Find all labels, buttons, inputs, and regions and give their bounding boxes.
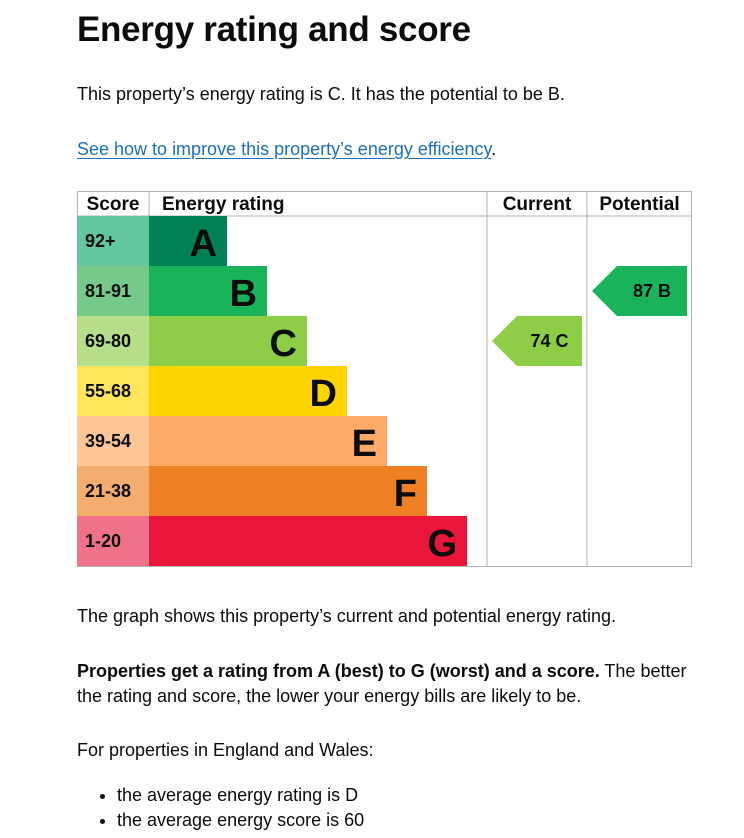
- score-range-label: 81-91: [85, 281, 131, 301]
- band-g: 1-20 G: [77, 516, 467, 566]
- ratings-explanation: Properties get a rating from A (best) to…: [77, 659, 686, 709]
- score-range-label: 69-80: [85, 331, 131, 351]
- rating-bar: [149, 416, 387, 466]
- score-range-label: 55-68: [85, 381, 131, 401]
- average-score-item: the average energy score is 60: [117, 808, 364, 833]
- score-cell: [77, 466, 149, 516]
- band-d: 55-68 D: [77, 366, 347, 416]
- score-range-label: 21-38: [85, 481, 131, 501]
- rating-letter: C: [270, 323, 297, 365]
- rating-letter: B: [230, 273, 257, 315]
- chart-arrows: 74 C 87 B: [492, 266, 687, 366]
- rating-bar: [149, 516, 467, 566]
- potential-rating-arrow-shape: [592, 266, 687, 316]
- rating-bar: [149, 266, 267, 316]
- band-a: 92+ A: [77, 216, 227, 266]
- header-score: Score: [87, 194, 140, 215]
- current-rating-arrow-label: 74 C: [530, 331, 568, 351]
- score-range-label: 1-20: [85, 531, 121, 551]
- chart-bands: 92+ A 81-91 B 69-80 C 55-68 D 39-54 E 21-38 F 1-20 G: [77, 216, 467, 566]
- header-potential: Potential: [599, 194, 679, 215]
- rating-bar: [149, 216, 227, 266]
- band-e: 39-54 E: [77, 416, 387, 466]
- rating-letter: E: [352, 423, 377, 465]
- rating-letter: A: [190, 223, 217, 265]
- band-b: 81-91 B: [77, 266, 267, 316]
- ratings-rest: The better: [599, 661, 687, 681]
- score-cell: [77, 216, 149, 266]
- graph-caption: The graph shows this property’s current …: [77, 606, 616, 626]
- ratings-line2: the rating and score, the lower your ene…: [77, 686, 582, 706]
- potential-rating-arrow-label: 87 B: [633, 281, 671, 301]
- rating-letter: D: [310, 373, 337, 415]
- score-cell: [77, 366, 149, 416]
- rating-bar: [149, 366, 347, 416]
- intro-text: This property’s energy rating is C. It h…: [77, 84, 565, 104]
- score-cell: [77, 516, 149, 566]
- score-range-label: 92+: [85, 231, 116, 251]
- improve-paragraph: See how to improve this property’s energ…: [77, 137, 496, 162]
- header-energy-rating: Energy rating: [162, 194, 284, 215]
- page-title: Energy rating and score: [77, 10, 471, 49]
- current-rating-arrow: 74 C: [492, 316, 582, 366]
- energy-rating-chart: Score Energy rating Current Potential 92+ A8…: [77, 191, 692, 567]
- potential-rating-arrow: 87 B: [592, 266, 687, 316]
- score-range-label: 39-54: [85, 431, 131, 451]
- improve-link-suffix: .: [491, 139, 497, 159]
- averages-list: the average energy rating is D the avera…: [77, 783, 364, 833]
- ratings-bold: Properties get a rating from A (best) to…: [77, 661, 600, 681]
- improve-link[interactable]: See how to improve this property’s energ…: [77, 139, 492, 159]
- rating-bar: [149, 466, 427, 516]
- rating-letter: F: [394, 473, 417, 515]
- rating-bar: [149, 316, 307, 366]
- current-rating-arrow-shape: [492, 316, 582, 366]
- header-current: Current: [503, 194, 572, 215]
- score-cell: [77, 266, 149, 316]
- region-intro: For properties in England and Wales:: [77, 740, 374, 760]
- band-c: 69-80 C: [77, 316, 307, 366]
- chart-headers: Score Energy rating Current Potential: [87, 194, 680, 215]
- average-rating-item: the average energy rating is D: [117, 783, 364, 808]
- rating-letter: G: [427, 523, 457, 565]
- band-f: 21-38 F: [77, 466, 427, 516]
- score-cell: [77, 316, 149, 366]
- score-cell: [77, 416, 149, 466]
